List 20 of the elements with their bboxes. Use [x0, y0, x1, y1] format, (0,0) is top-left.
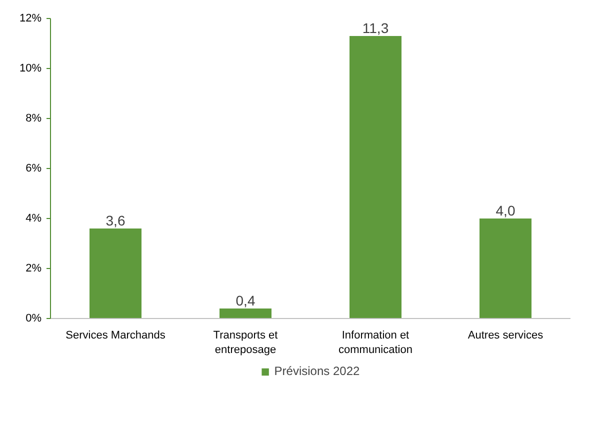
x-tick-label: Services Marchands — [66, 330, 166, 342]
bar — [90, 228, 142, 318]
y-tick-label: 2% — [26, 262, 42, 274]
y-tick-label: 10% — [19, 62, 42, 74]
data-label: 4,0 — [496, 202, 516, 218]
data-label: 0,4 — [236, 292, 256, 308]
legend-label: Prévisions 2022 — [274, 364, 360, 378]
x-tick-label: Autres services — [468, 330, 544, 342]
x-tick-label: Transports et entreposage — [213, 330, 278, 356]
x-tick-label: Information et communication — [338, 330, 412, 356]
y-tick-label: 12% — [19, 12, 42, 24]
y-tick-label: 8% — [26, 112, 42, 124]
y-tick-label: 4% — [26, 212, 42, 224]
data-label: 11,3 — [362, 20, 389, 36]
data-label: 3,6 — [106, 212, 126, 228]
bar — [480, 218, 532, 318]
bar — [220, 308, 272, 318]
y-tick-label: 0% — [26, 312, 42, 324]
bar — [350, 36, 402, 318]
y-tick-label: 6% — [26, 162, 42, 174]
